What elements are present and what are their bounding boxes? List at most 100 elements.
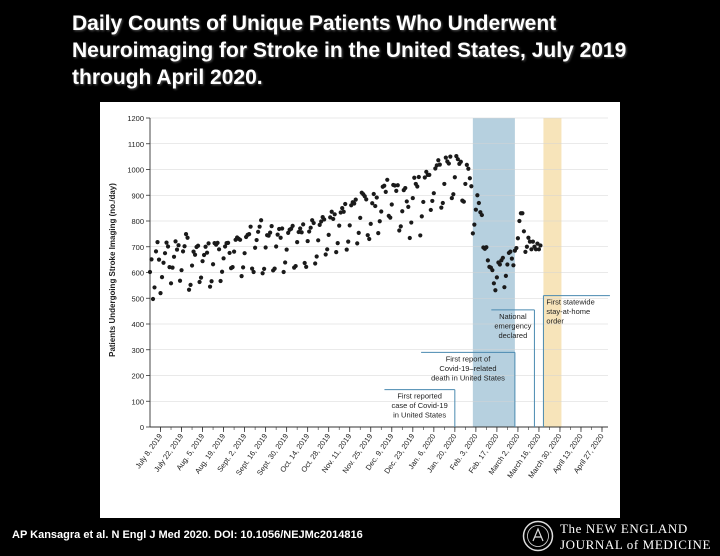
annotation-text: emergency	[494, 321, 531, 330]
data-point	[452, 175, 457, 180]
data-point	[295, 240, 300, 245]
data-point	[479, 212, 484, 218]
data-point	[446, 161, 451, 166]
y-tick-label: 500	[131, 294, 144, 303]
data-point	[443, 155, 448, 160]
data-point	[242, 251, 247, 256]
data-point	[227, 250, 232, 256]
data-point	[221, 256, 226, 261]
y-tick-label: 800	[131, 217, 144, 226]
data-point	[490, 268, 495, 273]
y-tick-label: 100	[131, 397, 144, 406]
data-point	[329, 209, 334, 214]
data-point	[388, 215, 393, 220]
data-point	[524, 244, 530, 249]
data-point	[517, 218, 522, 224]
data-point	[302, 260, 307, 266]
y-axis-label: Patients Undergoing Stroke Imaging (no./…	[108, 183, 117, 357]
data-point	[280, 226, 285, 231]
data-point	[268, 230, 273, 235]
data-point	[389, 202, 394, 207]
data-point	[206, 241, 211, 246]
data-point	[197, 279, 202, 285]
annotation-text: First reported	[397, 392, 442, 401]
y-tick-label: 1200	[127, 114, 144, 123]
y-tick-label: 200	[131, 372, 144, 381]
data-point	[322, 217, 327, 222]
data-point	[149, 257, 154, 262]
data-point	[341, 209, 346, 214]
data-point	[210, 262, 216, 267]
data-point	[299, 230, 304, 235]
data-point	[382, 183, 387, 188]
data-point	[470, 231, 475, 236]
data-point	[520, 211, 525, 216]
data-point	[237, 237, 243, 242]
data-point	[308, 225, 313, 230]
data-point	[404, 199, 409, 204]
data-point	[272, 266, 277, 271]
data-point	[344, 247, 349, 252]
data-point	[301, 222, 306, 227]
annotation-text: declared	[498, 331, 527, 340]
data-point	[185, 235, 190, 240]
data-point	[222, 244, 228, 249]
data-point	[281, 269, 286, 275]
data-point	[365, 233, 370, 238]
data-point	[201, 252, 207, 258]
data-point	[250, 266, 255, 271]
data-point	[400, 209, 405, 214]
data-point	[168, 281, 174, 286]
data-point	[485, 258, 490, 263]
data-point	[374, 195, 379, 200]
data-point	[307, 229, 312, 234]
data-point	[352, 201, 357, 206]
data-point	[200, 259, 205, 264]
data-point	[536, 247, 542, 252]
y-gridlines	[150, 117, 608, 402]
data-point	[347, 223, 352, 228]
data-point	[317, 222, 322, 227]
data-point	[466, 166, 471, 171]
chart-panel: 0 100 200 300 400 500 600 700 800 900 1000 1100 1200…	[100, 102, 620, 518]
data-point	[529, 247, 534, 252]
data-point	[502, 285, 507, 290]
data-point	[392, 183, 397, 188]
scatter-chart: 0 100 200 300 400 500 600 700 800 900 1000 1100 1200…	[108, 114, 610, 480]
data-point	[406, 204, 411, 209]
data-point	[305, 238, 310, 244]
data-point	[304, 264, 309, 269]
data-point	[530, 239, 536, 244]
annotation-text: First statewide	[546, 298, 594, 307]
data-point	[415, 184, 420, 189]
data-point	[475, 193, 480, 198]
data-point	[156, 257, 162, 262]
data-point	[463, 181, 468, 187]
data-point	[171, 254, 177, 259]
data-point	[497, 262, 502, 267]
data-point	[439, 205, 444, 210]
data-point	[376, 231, 381, 236]
data-point	[505, 262, 510, 267]
data-point	[189, 263, 195, 268]
data-point	[183, 232, 189, 237]
data-point	[260, 271, 265, 276]
data-point	[254, 237, 259, 243]
data-point	[455, 157, 460, 162]
data-point	[180, 249, 186, 254]
data-point	[215, 240, 220, 245]
citation: AP Kansagra et al. N Engl J Med 2020. DO…	[12, 529, 363, 541]
data-point	[164, 240, 169, 245]
data-point	[521, 229, 527, 234]
data-point	[335, 241, 340, 246]
data-point	[323, 252, 328, 257]
data-point	[177, 278, 183, 283]
data-point	[343, 201, 348, 207]
data-point	[248, 224, 253, 229]
data-point	[346, 239, 351, 244]
data-point	[428, 207, 433, 213]
data-point	[385, 177, 390, 182]
data-point	[182, 244, 187, 249]
